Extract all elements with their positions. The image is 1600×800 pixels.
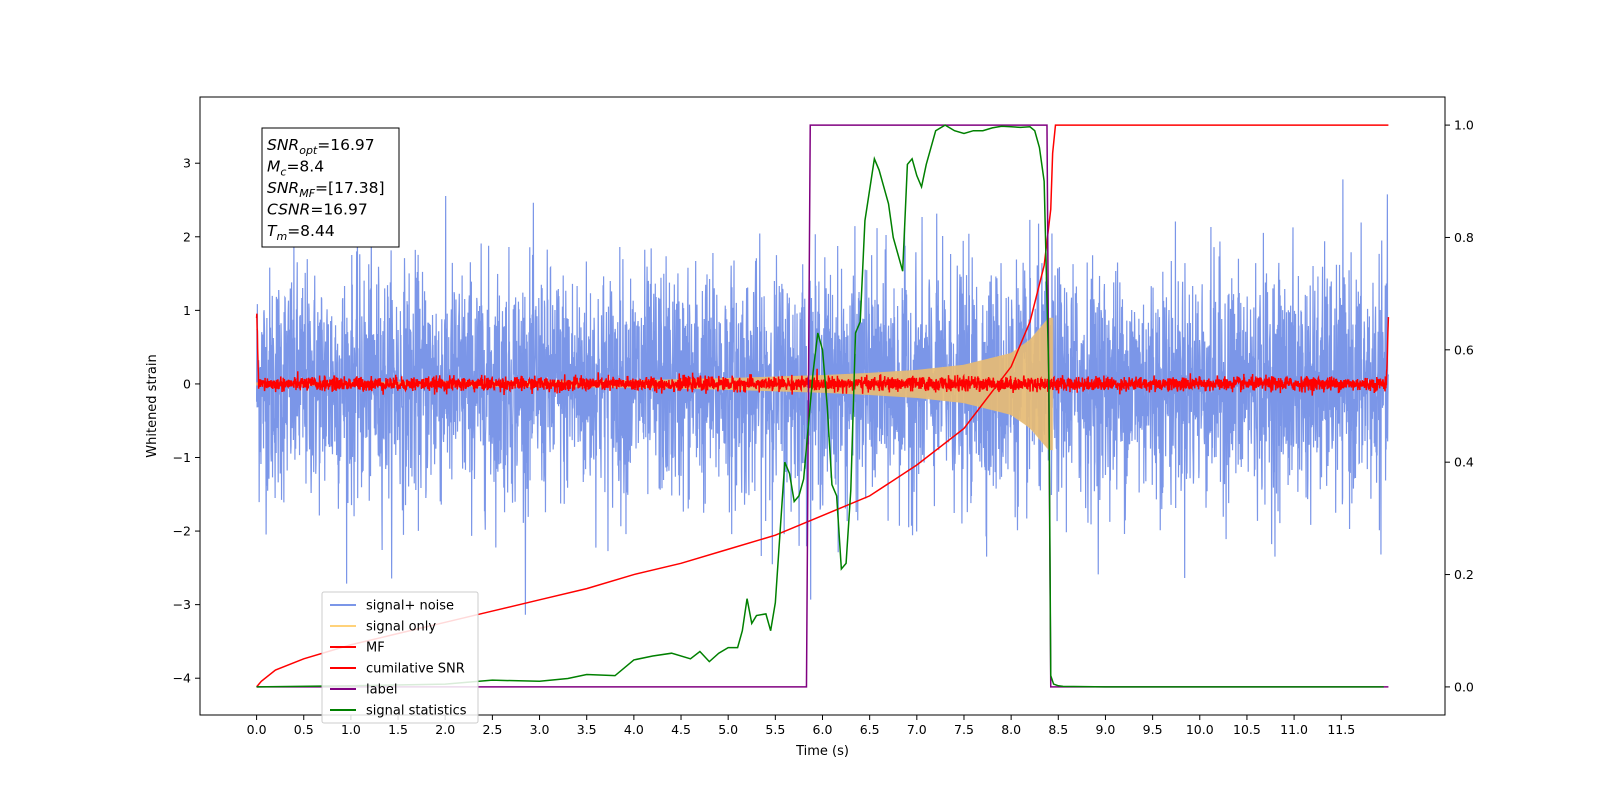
y-axis-label: Whitened strain [145,354,160,457]
annotation-line: Mc=8.4 [267,158,324,179]
legend-label-label: label [366,683,397,698]
annotation-line: SNRopt=16.97 [267,136,375,157]
y-axis-left: −4 −3 −2 −1 0 1 2 3 [173,156,200,686]
y-tick-label: 0 [183,376,191,391]
y-tick-label: 2 [183,229,191,244]
x-tick-label: 5.5 [765,722,785,737]
legend-label-signal-statistics: signal statistics [366,704,467,719]
x-tick-label: 3.0 [530,722,550,737]
x-tick-label: 11.5 [1327,722,1355,737]
legend-label-signal-only: signal only [366,620,436,635]
annotation-line: CSNR=16.97 [267,201,368,219]
x-tick-label: 10.5 [1233,722,1261,737]
x-tick-label: 10.0 [1186,722,1214,737]
y-tick-label: −4 [173,671,191,686]
x-tick-label: 11.0 [1280,722,1308,737]
x-tick-label: 9.0 [1096,722,1116,737]
x-tick-label: 5.0 [718,722,738,737]
plot-area [255,124,1390,688]
x-tick-label: 0.0 [247,722,267,737]
x-tick-label: 8.0 [1001,722,1021,737]
x-tick-label: 1.0 [341,722,361,737]
x-tick-label: 4.5 [671,722,691,737]
x-tick-label: 4.0 [624,722,644,737]
y-tick-label: −1 [173,450,191,465]
y-tick-label: 1 [183,303,191,318]
y-tick-label: −3 [173,597,191,612]
series-line-signal-noise [255,179,1390,615]
x-tick-label: 3.5 [577,722,597,737]
legend: signal+ noise signal only MF cumilative SNR… [321,591,479,724]
x-tick-label: 2.5 [482,722,502,737]
x-axis-label: Time (s) [795,744,849,759]
y2-tick-label: 0.0 [1454,679,1474,694]
legend-label-cumilative-snr: cumilative SNR [366,662,465,677]
stats-annotation-box: SNRopt=16.97Mc=8.4SNRMF=[17.38]CSNR=16.9… [261,127,400,248]
annotation-line: SNRMF=[17.38] [267,179,385,200]
series-line-signal-statistics [256,124,1384,688]
annotation-frame [261,127,400,248]
x-tick-label: 6.0 [813,722,833,737]
x-tick-label: 9.5 [1143,722,1163,737]
y2-tick-label: 0.6 [1454,342,1474,357]
y2-tick-label: 0.2 [1454,567,1474,582]
y2-tick-label: 1.0 [1454,118,1474,133]
legend-frame [321,591,479,724]
x-tick-label: 1.5 [388,722,408,737]
y-axis-right: 0.0 0.2 0.4 0.6 0.8 1.0 [1445,118,1474,694]
x-tick-label: 6.5 [860,722,880,737]
x-tick-label: 7.0 [907,722,927,737]
x-tick-label: 7.5 [954,722,974,737]
series-line-mf [255,313,1390,396]
x-axis: 0.0 0.5 1.0 1.5 2.0 2.5 3.0 3.5 4.0 4.5 5.0 5.5 6.0 6… [247,715,1355,737]
x-tick-label: 2.0 [435,722,455,737]
legend-label-signal-noise: signal+ noise [366,599,454,614]
x-tick-label: 0.5 [294,722,314,737]
y2-tick-label: 0.8 [1454,230,1474,245]
y-tick-label: 3 [183,156,191,171]
annotation-line: Tm=8.44 [267,222,335,243]
y-tick-label: −2 [173,524,191,539]
y2-tick-label: 0.4 [1454,455,1474,470]
x-tick-label: 8.5 [1048,722,1068,737]
legend-label-mf: MF [366,641,385,656]
